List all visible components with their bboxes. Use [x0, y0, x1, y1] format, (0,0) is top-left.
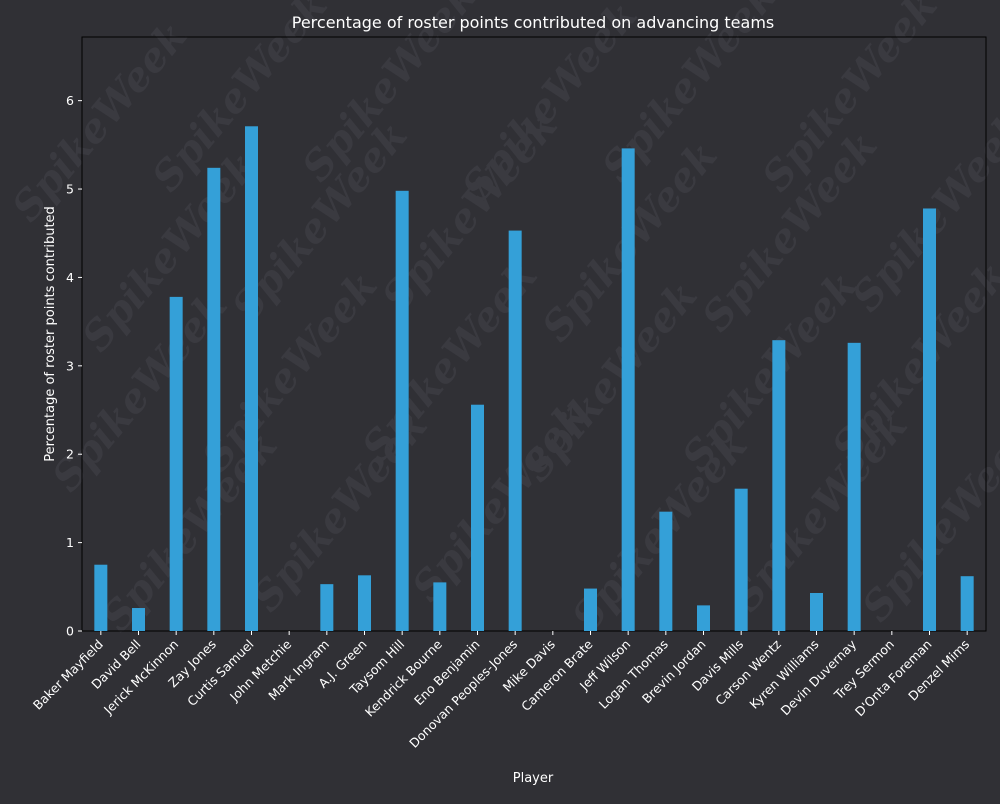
bar — [471, 404, 484, 631]
bar — [508, 230, 522, 631]
bar — [734, 488, 748, 631]
y-tick-label: 3 — [66, 358, 74, 373]
bar — [659, 511, 673, 631]
y-tick-label: 2 — [66, 447, 74, 462]
bar — [132, 608, 145, 631]
bar — [433, 582, 447, 631]
bar — [320, 584, 334, 631]
x-tick-label: Curtis Samuel — [184, 637, 256, 709]
bar — [358, 575, 371, 631]
y-axis-label: Percentage of roster points contributed — [43, 206, 58, 462]
bars-group — [94, 126, 974, 632]
plot-area — [81, 36, 987, 632]
bar — [697, 605, 710, 631]
bar — [772, 340, 786, 631]
bar — [923, 208, 936, 632]
bar — [169, 296, 183, 632]
y-axis-ticks: 0 1 2 3 4 5 6 — [66, 93, 82, 639]
x-tick-label: Carson Wentz — [712, 636, 784, 708]
bar — [810, 592, 823, 631]
bar — [395, 190, 409, 632]
bar — [960, 576, 974, 631]
watermark-text: SpikeWeek — [403, 392, 597, 610]
y-tick-label: 6 — [66, 93, 74, 108]
bar — [245, 126, 258, 631]
y-tick-label: 5 — [66, 182, 74, 197]
x-tick-label: Eno Benjamin — [411, 637, 483, 709]
bar — [847, 342, 861, 631]
chart-title: Percentage of roster points contributed … — [292, 13, 775, 32]
watermark-text: SpikeWeek — [3, 12, 197, 230]
bar — [584, 588, 597, 631]
bar — [94, 564, 108, 631]
watermark-text: SpikeWeek — [193, 262, 387, 480]
y-tick-label: 0 — [66, 624, 74, 639]
bar — [621, 148, 635, 632]
y-tick-label: 4 — [66, 270, 74, 285]
bar — [207, 167, 221, 631]
x-axis-label: Player — [513, 771, 554, 786]
y-tick-label: 1 — [66, 535, 74, 550]
